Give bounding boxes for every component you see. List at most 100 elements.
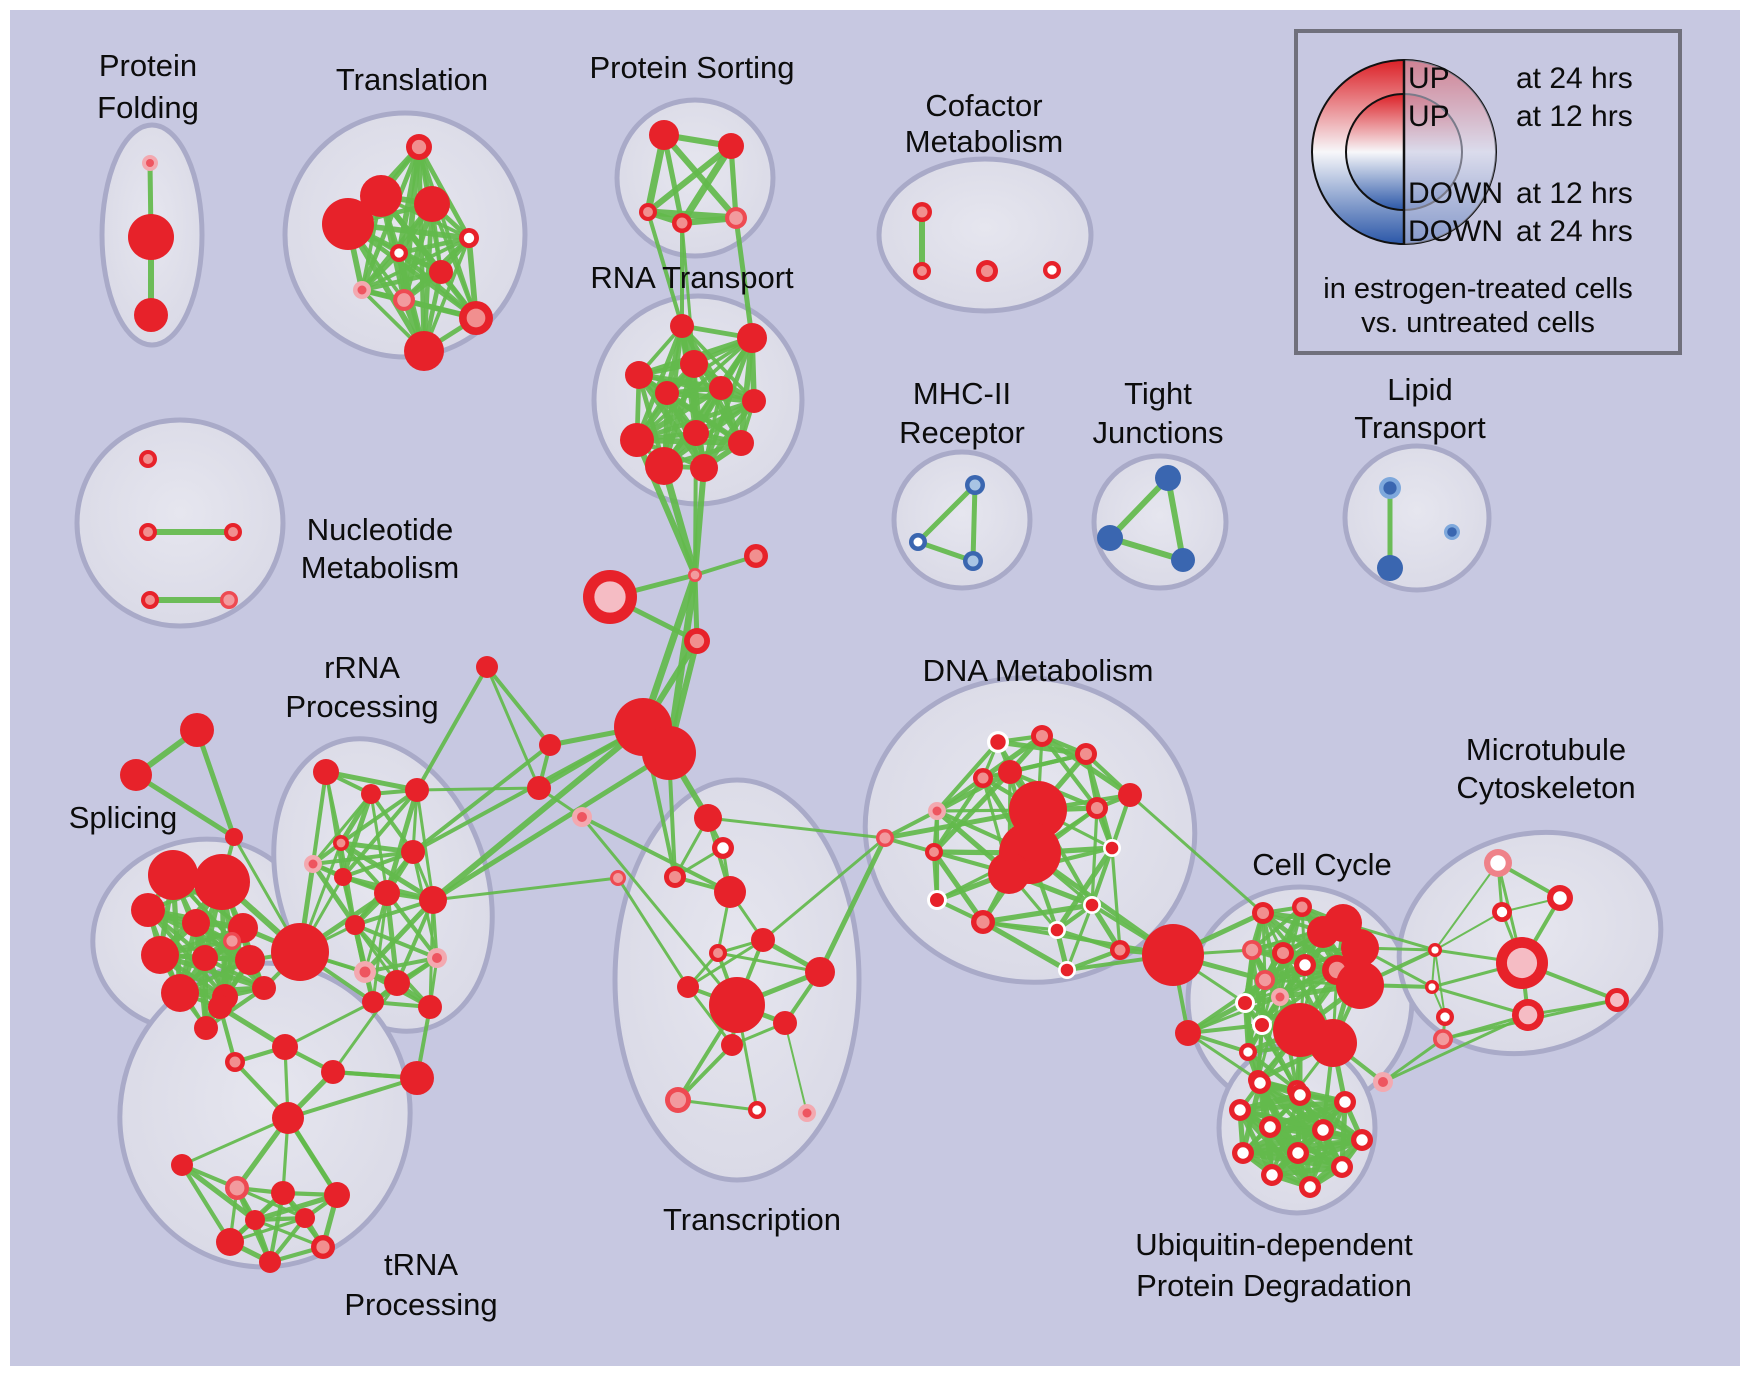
node-lipid-0-core <box>1383 481 1397 495</box>
edge-rna <box>634 323 685 443</box>
edge-bridge <box>133 772 237 840</box>
edge-sorting <box>660 131 740 222</box>
node-nucleotide-0-core <box>143 454 153 464</box>
node-cellcycle-3-core <box>1276 946 1290 960</box>
edge-rrna <box>371 891 389 1004</box>
node-cellcycle-15 <box>1336 961 1384 1009</box>
node-rrna-9 <box>271 923 329 981</box>
node-trna-9 <box>324 1182 350 1208</box>
node-rrna-6 <box>334 868 352 886</box>
edge-microtubule <box>1434 949 1446 1018</box>
label-sorting-line1: Protein Sorting <box>589 50 794 85</box>
node-trna-12 <box>259 1251 281 1273</box>
node-bridge-12 <box>180 713 214 747</box>
node-rna-6 <box>742 389 766 413</box>
node-trna-10 <box>216 1228 244 1256</box>
node-rrna-0 <box>313 759 339 785</box>
node-bridge-8 <box>476 656 498 678</box>
label-microtubule-line2: Cytoskeleton <box>1456 770 1635 805</box>
label-tight-line2: Junctions <box>1093 415 1224 450</box>
cluster-nucleotide-ellipse <box>74 417 286 629</box>
node-sorting-2-core <box>643 207 653 217</box>
node-transcription-13-core <box>802 1108 812 1118</box>
node-cellcycle-12-core <box>1255 1018 1269 1032</box>
edge-bridge-transcription <box>616 876 690 989</box>
legend-caption-line1: in estrogen-treated cells <box>1323 273 1633 305</box>
node-translation-8-core <box>397 293 411 307</box>
node-rrna-14 <box>418 995 442 1019</box>
edge-bridge-rrna <box>415 665 489 792</box>
edge-transcription <box>686 938 765 989</box>
legend-direction-4: DOWN <box>1408 215 1503 248</box>
edge-rrna <box>311 770 328 866</box>
node-dna-15-core <box>1050 923 1064 937</box>
node-tight-2 <box>1171 548 1195 572</box>
node-rrna-15 <box>345 915 365 935</box>
node-microtubule-5-core <box>1506 947 1538 979</box>
node-microtubule-6-core <box>1518 1005 1538 1025</box>
edge-bridge-transcription <box>580 815 732 894</box>
legend-direction-3: DOWN <box>1408 177 1503 210</box>
node-trna-8 <box>271 1181 295 1205</box>
node-cellcycle-0-core <box>1256 906 1270 920</box>
edge-bridge-rrna <box>431 876 620 902</box>
node-trna-2 <box>272 1034 298 1060</box>
node-dna-13-core <box>1105 841 1119 855</box>
node-cellcycle-19 <box>1175 1020 1201 1046</box>
node-dna-10-core <box>929 847 939 857</box>
node-rna-9 <box>728 430 754 456</box>
label-dna-line1: DNA Metabolism <box>923 653 1154 688</box>
node-rna-10 <box>645 447 683 485</box>
node-microtubule-9-core <box>1436 1032 1450 1046</box>
edge-bridge-rrna <box>430 724 646 903</box>
node-trna-3 <box>321 1060 345 1084</box>
label-rrna-line1: rRNA <box>324 650 400 685</box>
label-mhc-line2: Receptor <box>899 415 1025 450</box>
edge-bridge-microtubule <box>1381 1013 1530 1084</box>
node-rrna-11-core <box>432 953 442 963</box>
node-transcription-4 <box>751 928 775 952</box>
node-bridge-6 <box>539 734 561 756</box>
edge-dna <box>931 849 986 925</box>
edge-mhc <box>915 482 978 545</box>
edge-cellcycle <box>1246 1050 1299 1092</box>
label-nucleotide-line2: Metabolism <box>301 550 460 585</box>
node-mhc-0-core <box>969 479 981 491</box>
node-rrna-5 <box>401 840 425 864</box>
node-rrna-8 <box>419 886 447 914</box>
edge-trna <box>253 1218 325 1249</box>
edge-bridge <box>665 571 699 757</box>
node-rrna-2 <box>405 778 429 802</box>
edge-transcription <box>676 1098 759 1112</box>
node-ubiquitin-10-core <box>1266 1169 1278 1181</box>
node-dna-14-core <box>1085 898 1099 912</box>
edge-trna <box>252 1192 340 1223</box>
node-ubiquitin-2-core <box>1339 1096 1351 1108</box>
node-cellcycle-7-core <box>1299 959 1311 971</box>
node-ubiquitin-6-core <box>1356 1134 1368 1146</box>
edge-dna <box>1090 806 1099 907</box>
edge-rrna <box>311 850 415 866</box>
node-nucleotide-4-core <box>223 594 235 606</box>
node-trna-6 <box>171 1154 193 1176</box>
node-rna-7 <box>620 423 654 457</box>
edge-dna <box>934 739 1001 814</box>
edge-cellcycle <box>1186 1031 1260 1082</box>
edge-dna <box>1039 733 1133 798</box>
node-rna-2 <box>680 350 708 378</box>
edge-cellcycle <box>1243 963 1307 1005</box>
edge-dna <box>931 769 1013 855</box>
node-dna-12-core <box>976 915 990 929</box>
edge-bridge-microtubule <box>1381 1037 1445 1084</box>
label-folding-line2: Folding <box>97 90 199 125</box>
node-ubiquitin-4-core <box>1264 1121 1276 1133</box>
label-translation-line1: Translation <box>336 62 488 97</box>
node-transcription-8 <box>709 977 765 1033</box>
node-splicing-8 <box>161 974 199 1012</box>
edge-rna-bridge <box>693 431 698 577</box>
edge-rrna <box>363 956 439 974</box>
node-splicing-2 <box>131 893 165 927</box>
edge-tight <box>1107 475 1171 541</box>
